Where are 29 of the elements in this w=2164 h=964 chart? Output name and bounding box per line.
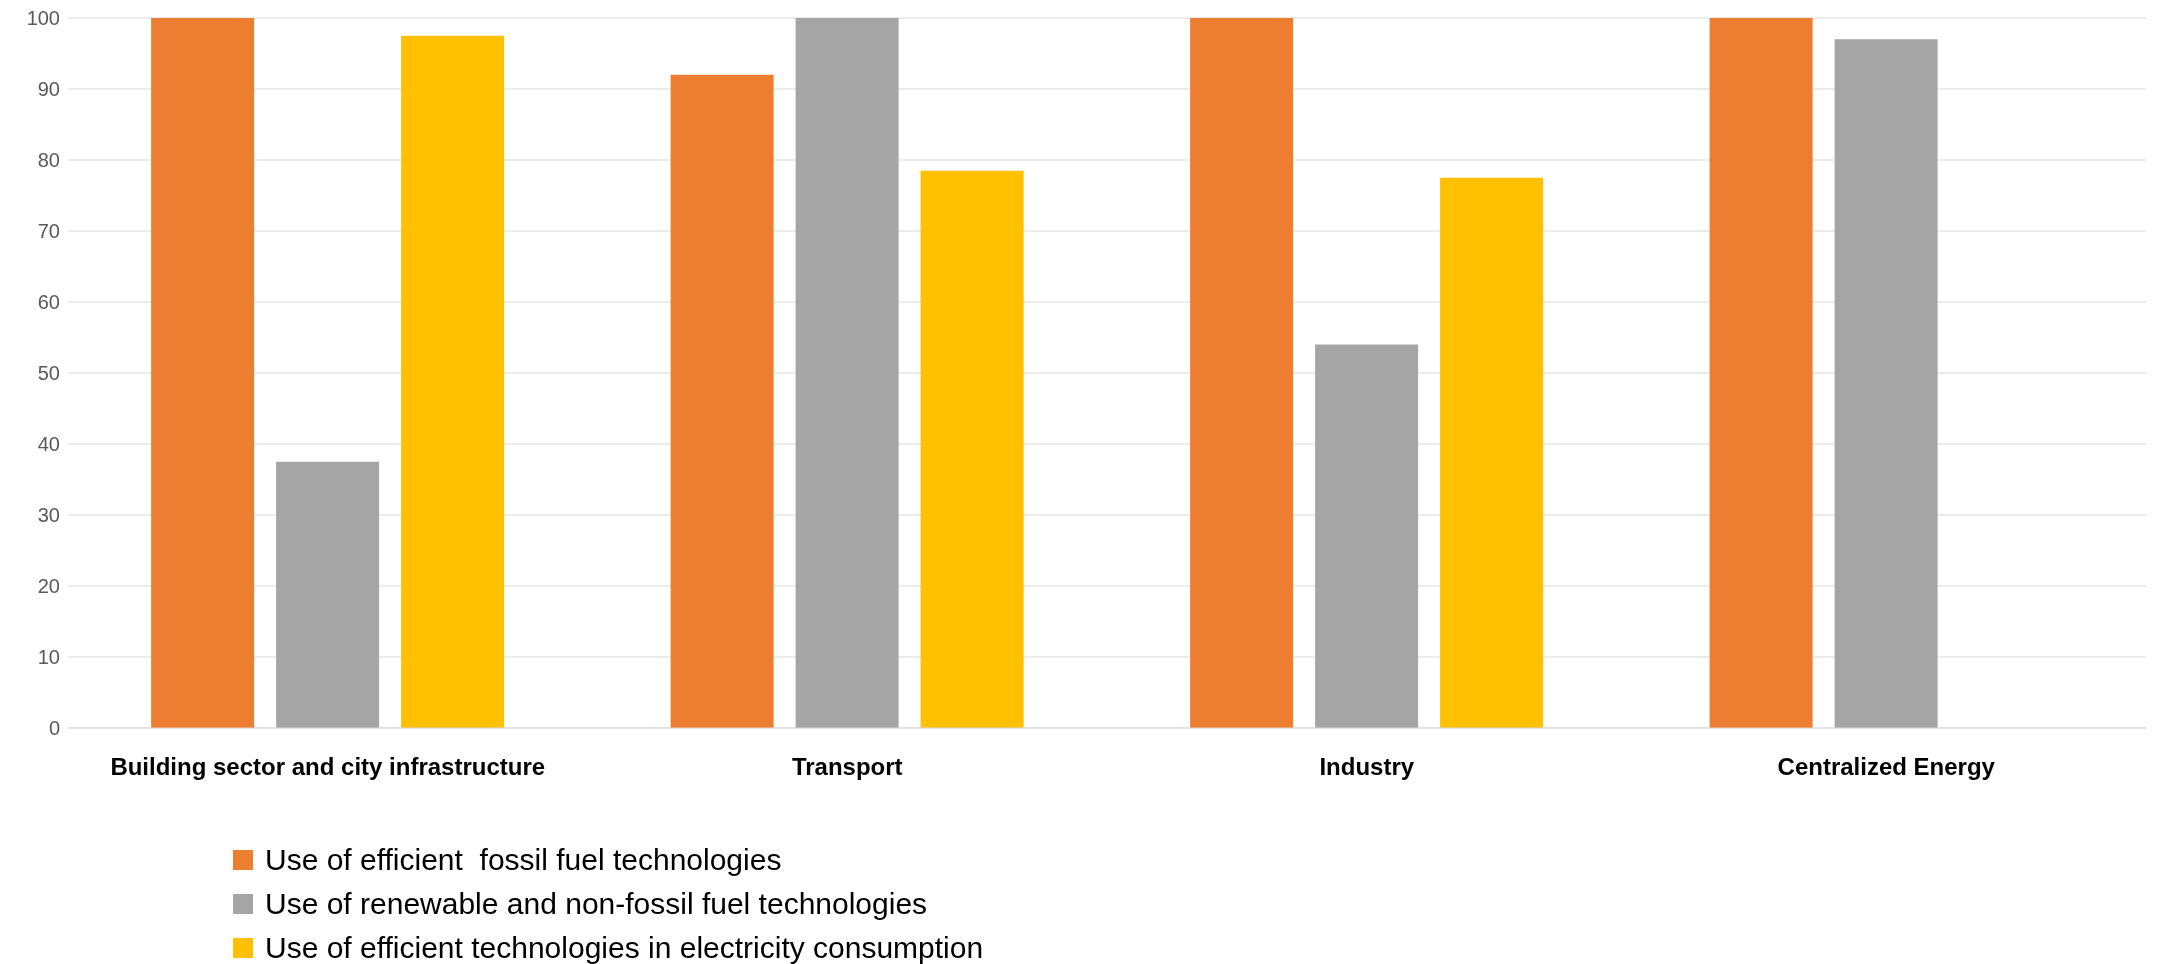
y-tick-label: 40 bbox=[37, 433, 60, 456]
x-tick-label: Transport bbox=[791, 753, 903, 781]
bar bbox=[1709, 18, 1813, 728]
y-tick-label: 80 bbox=[37, 149, 60, 172]
y-tick-label: 10 bbox=[37, 646, 60, 669]
y-tick-label: 70 bbox=[37, 220, 60, 243]
bar bbox=[151, 18, 255, 728]
bar bbox=[1834, 39, 1938, 728]
y-tick-label: 0 bbox=[48, 717, 60, 740]
bar bbox=[670, 74, 774, 728]
bar bbox=[1315, 344, 1419, 728]
x-tick-label: Industry bbox=[1319, 753, 1415, 781]
y-tick-label: 90 bbox=[37, 78, 60, 101]
x-tick-label: Building sector and city infrastructure bbox=[110, 753, 546, 781]
bar bbox=[1190, 18, 1294, 728]
bar bbox=[276, 461, 380, 728]
bar bbox=[795, 18, 899, 728]
legend-label: Use of efficient technologies in electricity consumption bbox=[265, 931, 984, 964]
y-tick-label: 20 bbox=[37, 575, 60, 598]
x-tick-label: Centralized Energy bbox=[1777, 753, 1996, 781]
legend-label: Use of renewable and non-fossil fuel technologies bbox=[265, 887, 928, 921]
bar bbox=[1440, 177, 1544, 728]
bar bbox=[401, 35, 505, 728]
bar bbox=[920, 170, 1024, 728]
y-tick-label: 60 bbox=[37, 291, 60, 314]
legend-label: Use of efficient fossil fuel technologies bbox=[265, 843, 782, 877]
y-tick-label: 100 bbox=[26, 7, 60, 30]
y-tick-label: 30 bbox=[37, 504, 60, 527]
y-tick-label: 50 bbox=[37, 362, 60, 385]
